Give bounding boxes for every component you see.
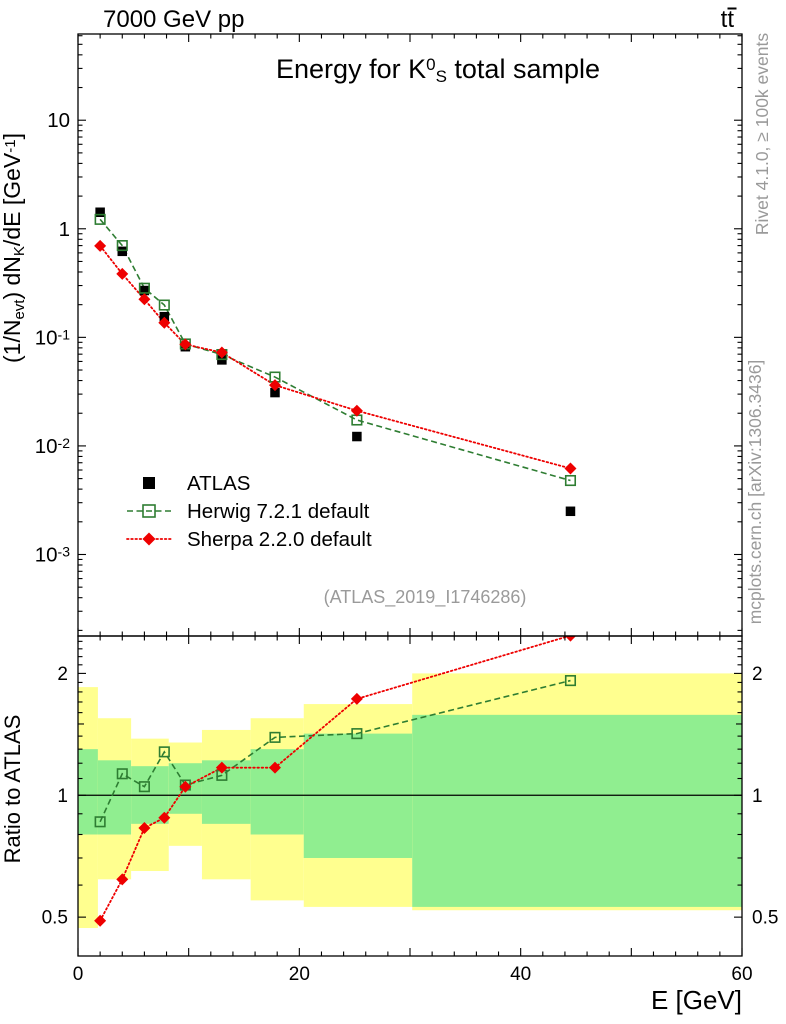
svg-text:40: 40 [510, 964, 531, 985]
svg-text:Ratio to ATLAS: Ratio to ATLAS [0, 715, 25, 864]
svg-text:1: 1 [57, 786, 68, 807]
svg-text:1: 1 [752, 786, 763, 807]
svg-text:0.5: 0.5 [42, 908, 68, 929]
svg-text:mcplots.cern.ch [arXiv:1306.34: mcplots.cern.ch [arXiv:1306.3436] [745, 360, 765, 625]
svg-text:(ATLAS_2019_I1746286): (ATLAS_2019_I1746286) [324, 587, 527, 608]
svg-text:60: 60 [731, 964, 752, 985]
svg-text:Sherpa 2.2.0 default: Sherpa 2.2.0 default [187, 528, 372, 551]
svg-text:10: 10 [47, 109, 70, 132]
svg-text:20: 20 [289, 964, 310, 985]
svg-text:Herwig 7.2.1 default: Herwig 7.2.1 default [187, 500, 370, 523]
svg-text:E [GeV]: E [GeV] [651, 985, 742, 1015]
svg-text:0.5: 0.5 [752, 908, 778, 929]
svg-text:tt: tt [721, 6, 735, 33]
svg-text:7000 GeV pp: 7000 GeV pp [103, 6, 244, 33]
svg-text:0: 0 [73, 964, 84, 985]
svg-text:2: 2 [752, 664, 763, 685]
svg-text:ATLAS: ATLAS [187, 472, 250, 495]
svg-text:2: 2 [57, 664, 68, 685]
svg-text:Rivet 4.1.0, ≥ 100k events: Rivet 4.1.0, ≥ 100k events [752, 33, 772, 235]
svg-text:1: 1 [59, 218, 70, 241]
